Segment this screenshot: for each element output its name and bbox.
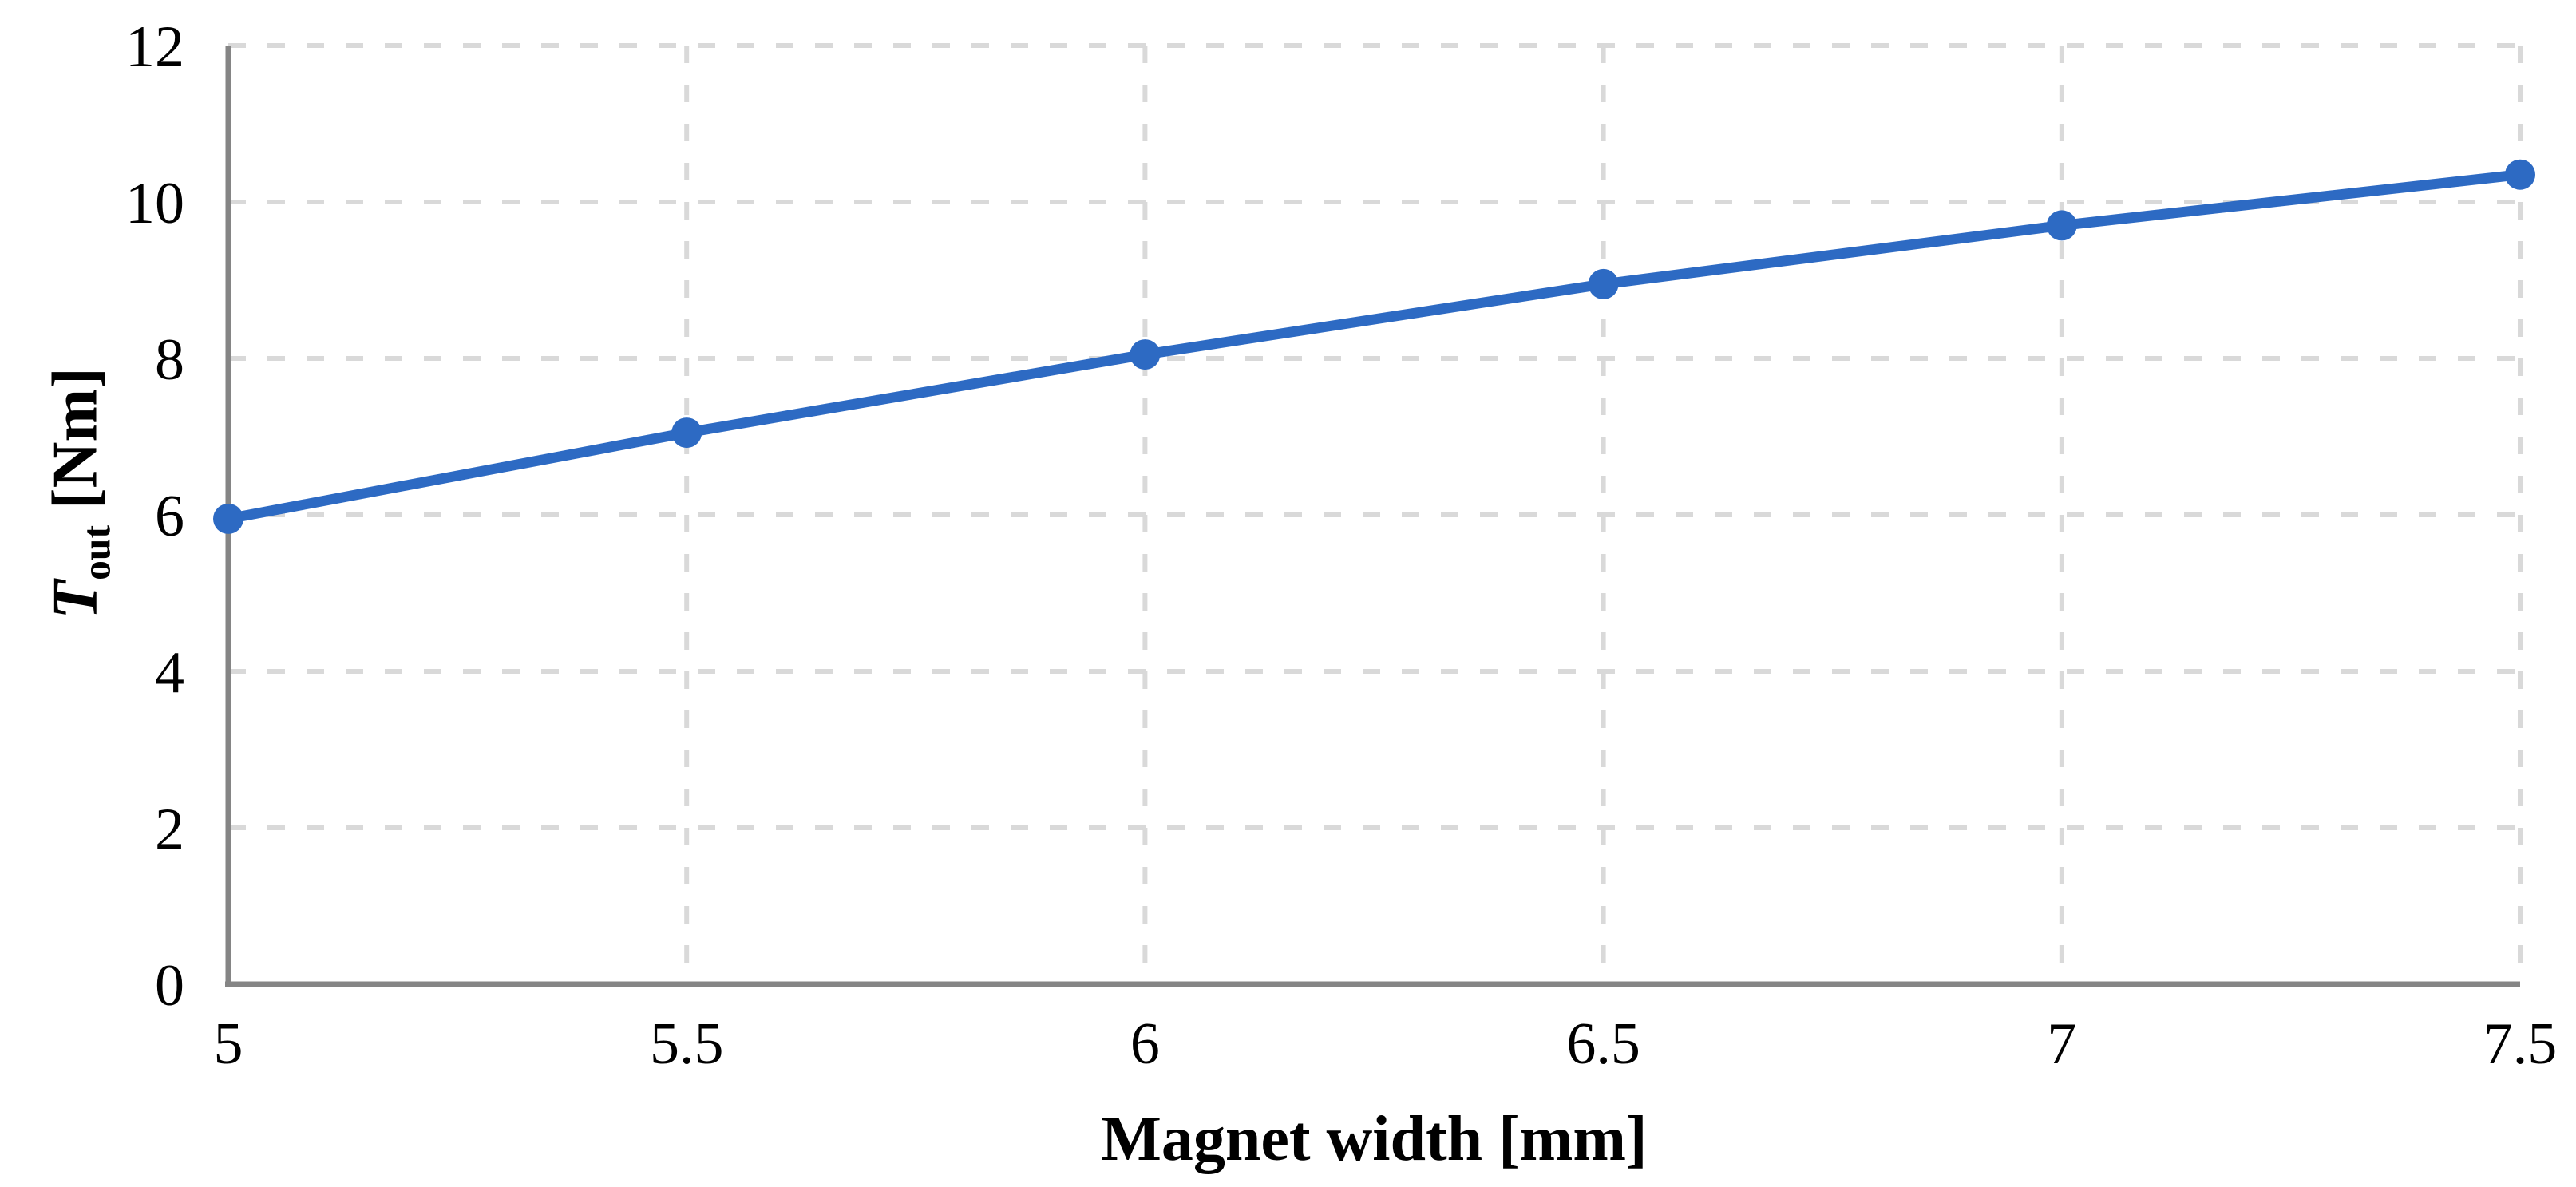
y-axis-title-unit: [Nm] — [40, 367, 111, 525]
y-tick-label: 2 — [155, 797, 184, 862]
x-axis-title: Magnet width [mm] — [1101, 1104, 1648, 1174]
data-point-marker — [1130, 339, 1161, 370]
data-point-marker — [1588, 268, 1619, 299]
x-tick-label: 6.5 — [1566, 1011, 1640, 1077]
x-tick-label: 5 — [214, 1011, 243, 1077]
y-axis-title-symbol: T — [40, 580, 111, 619]
y-tick-label: 0 — [155, 953, 184, 1019]
data-point-marker — [213, 503, 243, 534]
y-tick-label: 6 — [155, 484, 184, 549]
data-point-marker — [2046, 210, 2077, 241]
data-point-marker — [671, 417, 702, 449]
x-tick-label: 7.5 — [2483, 1011, 2558, 1077]
series-line — [223, 169, 2526, 524]
y-tick-label: 4 — [155, 640, 184, 706]
y-axis-title: Tout [Nm] — [40, 367, 119, 619]
y-tick-label: 8 — [155, 327, 184, 393]
y-tick-label: 10 — [125, 171, 184, 236]
x-tick-label: 6 — [1130, 1011, 1160, 1077]
y-tick-label: 12 — [125, 14, 184, 80]
x-tick-label: 7 — [2047, 1011, 2076, 1077]
data-point-marker — [2505, 159, 2535, 190]
x-tick-label: 5.5 — [650, 1011, 724, 1077]
y-axis-title-subscript: out — [74, 524, 119, 580]
